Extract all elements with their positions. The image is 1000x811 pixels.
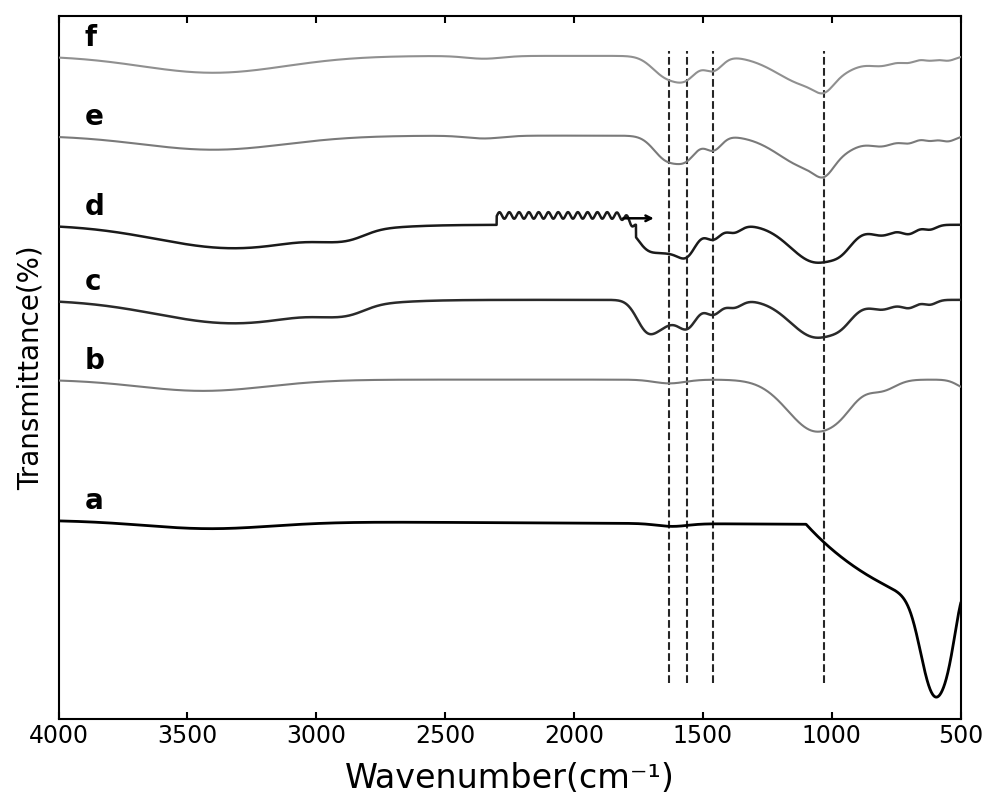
Text: e: e	[84, 103, 103, 131]
Text: d: d	[84, 193, 104, 221]
Text: b: b	[84, 346, 104, 374]
X-axis label: Wavenumber(cm⁻¹): Wavenumber(cm⁻¹)	[345, 762, 675, 794]
Text: a: a	[84, 486, 103, 514]
Text: c: c	[84, 268, 101, 296]
Text: f: f	[84, 24, 96, 52]
Y-axis label: Transmittance(%): Transmittance(%)	[17, 246, 45, 490]
